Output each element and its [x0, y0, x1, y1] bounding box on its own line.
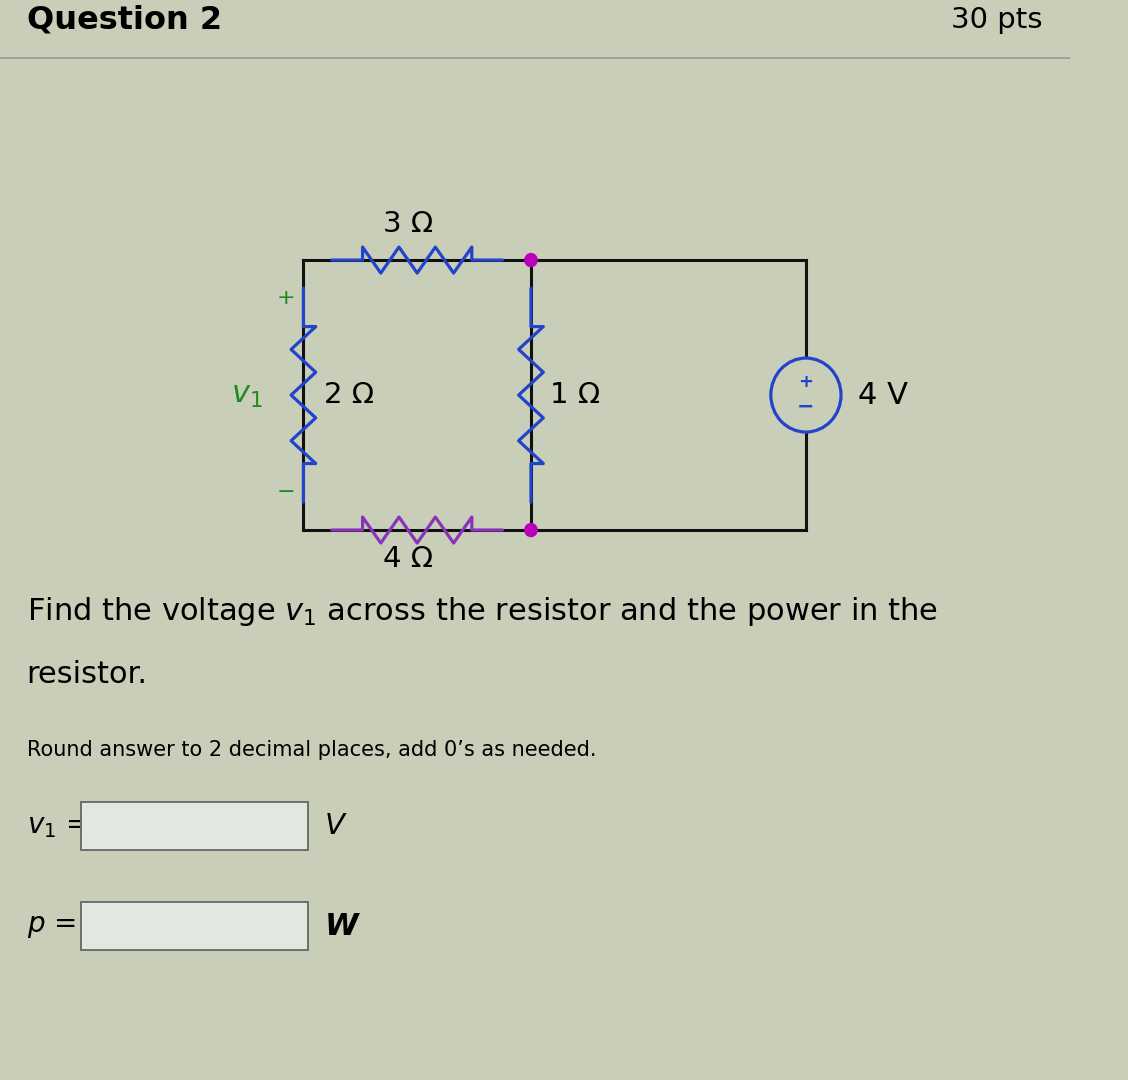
Text: −: −	[797, 397, 814, 417]
Text: 2 Ω: 2 Ω	[324, 381, 374, 409]
FancyBboxPatch shape	[80, 802, 308, 850]
Text: 30 pts: 30 pts	[951, 6, 1043, 35]
Text: 4 Ω: 4 Ω	[382, 545, 433, 573]
Text: 3 Ω: 3 Ω	[382, 211, 433, 238]
Text: $v_1$ =: $v_1$ =	[27, 812, 87, 840]
FancyBboxPatch shape	[0, 0, 1069, 55]
Text: Question 2: Question 2	[27, 4, 222, 36]
Text: +: +	[799, 373, 813, 391]
Text: 1 Ω: 1 Ω	[550, 381, 600, 409]
Text: 4 V: 4 V	[858, 380, 908, 409]
FancyBboxPatch shape	[80, 902, 308, 950]
Text: $p$ =: $p$ =	[27, 912, 76, 940]
Circle shape	[525, 254, 537, 267]
Text: +: +	[277, 288, 296, 308]
Text: Find the voltage $v_1$ across the resistor and the power in the: Find the voltage $v_1$ across the resist…	[27, 595, 937, 629]
Text: −: −	[277, 482, 296, 502]
Text: resistor.: resistor.	[27, 660, 148, 689]
Circle shape	[525, 524, 537, 537]
Text: V: V	[325, 812, 345, 840]
Text: $v_1$: $v_1$	[231, 380, 263, 409]
Text: Round answer to 2 decimal places, add 0’s as needed.: Round answer to 2 decimal places, add 0’…	[27, 740, 596, 760]
Text: W: W	[325, 912, 359, 941]
